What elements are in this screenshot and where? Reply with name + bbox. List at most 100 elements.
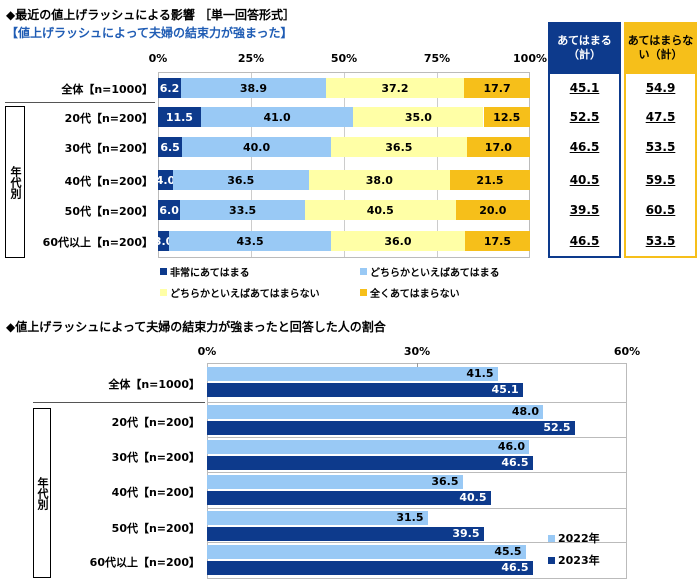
row-label: 20代【n=200】 xyxy=(64,112,153,125)
bar-segment: 12.5 xyxy=(483,107,530,127)
legend-item: 2022年 xyxy=(548,530,600,546)
legend-swatch xyxy=(160,268,167,275)
row-label: 50代【n=200】 xyxy=(64,205,153,218)
summary-disagree-value: 59.5 xyxy=(645,173,676,187)
row-label: 30代【n=200】 xyxy=(111,451,200,464)
bar-2022: 48.0 xyxy=(207,405,543,419)
bar-segment: 21.5 xyxy=(450,170,530,190)
bar-2022: 41.5 xyxy=(207,367,498,381)
legend-swatch xyxy=(360,289,367,296)
legend-item: 全くあてはまらない xyxy=(360,285,460,300)
bar-segment: 20.0 xyxy=(455,200,530,220)
summary-agree-value: 46.5 xyxy=(569,234,600,248)
summary-col-disagree xyxy=(624,74,697,258)
summary-disagree-value: 54.9 xyxy=(645,81,676,95)
summary-agree-value: 40.5 xyxy=(569,173,600,187)
bar-segment: 4.0 xyxy=(156,170,175,190)
bar-segment: 36.0 xyxy=(330,231,465,251)
bar-segment: 38.9 xyxy=(181,78,326,98)
bar-segment: 36.5 xyxy=(330,137,467,157)
legend-swatch xyxy=(548,556,555,564)
bar-segment: 17.5 xyxy=(464,231,530,251)
plot-area xyxy=(158,72,530,258)
bar-segment: 3.0 xyxy=(154,231,173,251)
bar-segment: 35.0 xyxy=(353,107,484,127)
bar-segment: 36.5 xyxy=(172,170,309,190)
gridline xyxy=(437,72,438,258)
divider xyxy=(207,402,627,403)
summary-disagree-value: 53.5 xyxy=(645,234,676,248)
bar-2022: 36.5 xyxy=(207,475,463,489)
bar-segment: 11.5 xyxy=(158,107,201,127)
row-label: 40代【n=200】 xyxy=(64,175,153,188)
summary-agree-value: 45.1 xyxy=(569,81,600,95)
summary-disagree-value: 60.5 xyxy=(645,203,676,217)
x-tick-label: 100% xyxy=(513,52,547,65)
bar-2023: 45.1 xyxy=(207,383,523,397)
x-tick-label: 0% xyxy=(148,52,168,65)
legend-label: 2023年 xyxy=(558,554,600,567)
bar-segment: 6.5 xyxy=(158,137,183,157)
chart-subtitle: 【値上げラッシュによって夫婦の結束力が強まった】 xyxy=(6,26,293,40)
bar-2023: 46.5 xyxy=(207,561,533,575)
legend: 非常にあてはまる どちらかといえばあてはまるどちらかといえばあてはまらない 全くあて… xyxy=(160,264,550,304)
bar-2022: 46.0 xyxy=(207,440,529,454)
chart2-title: ◆値上げラッシュによって夫婦の結束力が強まったと回答した人の割合 xyxy=(6,320,386,334)
group-label-top: 年代別 xyxy=(5,106,25,258)
summary-agree-value: 46.5 xyxy=(569,140,600,154)
x-tick-label: 60% xyxy=(613,345,641,358)
bar-2022: 31.5 xyxy=(207,511,428,525)
row-label: 50代【n=200】 xyxy=(111,522,200,535)
bar-segment: 43.5 xyxy=(169,231,331,251)
bar-segment: 6.2 xyxy=(158,78,182,98)
row-label: 全体【n=1000】 xyxy=(108,378,200,391)
legend-item: どちらかといえばあてはまらない xyxy=(160,285,320,300)
row-label: 30代【n=200】 xyxy=(64,142,153,155)
bar-segment: 17.7 xyxy=(464,78,530,98)
x-tick-label: 0% xyxy=(197,345,217,358)
row-label: 60代以上【n=200】 xyxy=(89,556,200,569)
gridline xyxy=(251,72,252,258)
summary-header-agree: あてはまる（計） xyxy=(548,22,621,74)
legend-label: どちらかといえばあてはまる xyxy=(370,268,500,279)
row-label: 40代【n=200】 xyxy=(111,486,200,499)
divider xyxy=(207,437,627,438)
legend-item: 非常にあてはまる xyxy=(160,264,250,279)
bar-segment: 37.2 xyxy=(325,78,465,98)
row-label: 全体【n=1000】 xyxy=(61,83,153,96)
bar-segment: 17.0 xyxy=(466,137,530,157)
divider xyxy=(207,542,627,543)
chart-title: ◆最近の値上げラッシュによる影響 ［単一回答形式］ xyxy=(6,8,296,22)
row-label: 60代以上【n=200】 xyxy=(42,236,153,249)
bar-segment: 6.0 xyxy=(158,200,181,220)
bar-segment: 40.0 xyxy=(182,137,331,157)
divider xyxy=(5,102,155,103)
legend-item: 2023年 xyxy=(548,552,600,568)
bar-2023: 46.5 xyxy=(207,456,533,470)
bar-2022: 45.5 xyxy=(207,545,526,559)
bar-segment: 38.0 xyxy=(308,170,451,190)
legend-swatch xyxy=(360,268,367,275)
legend-swatch xyxy=(548,534,555,542)
legend-swatch xyxy=(160,289,167,296)
x-tick-label: 30% xyxy=(403,345,431,358)
summary-agree-value: 39.5 xyxy=(569,203,600,217)
summary-col-agree xyxy=(548,74,621,258)
gridline xyxy=(344,72,345,258)
bar-2023: 40.5 xyxy=(207,491,491,505)
summary-disagree-value: 53.5 xyxy=(645,140,676,154)
summary-header-disagree: あてはまらない（計） xyxy=(624,22,697,74)
divider xyxy=(207,508,627,509)
bar-2023: 52.5 xyxy=(207,421,575,435)
row-label: 20代【n=200】 xyxy=(111,416,200,429)
divider xyxy=(33,402,205,403)
legend-item: どちらかといえばあてはまる xyxy=(360,264,500,279)
group-label-bottom: 年代別 xyxy=(33,408,51,578)
summary-agree-value: 52.5 xyxy=(569,110,600,124)
bar-segment: 40.5 xyxy=(304,200,456,220)
x-tick-label: 75% xyxy=(423,52,451,65)
legend-label: 全くあてはまらない xyxy=(370,289,460,300)
divider xyxy=(207,472,627,473)
x-tick-label: 25% xyxy=(237,52,265,65)
x-tick-label: 50% xyxy=(330,52,358,65)
